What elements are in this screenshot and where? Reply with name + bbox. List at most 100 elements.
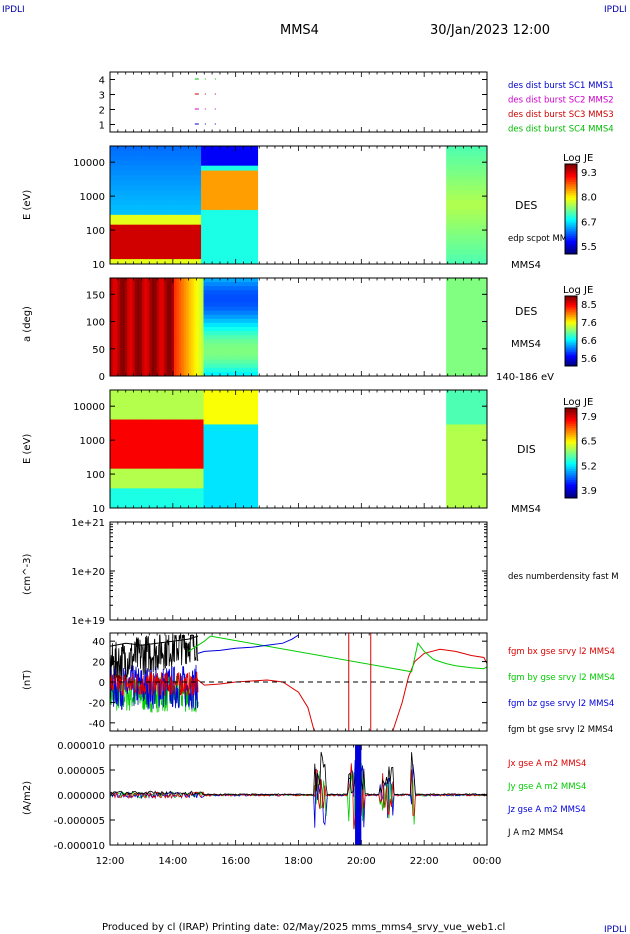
heatmap-cell: [452, 306, 454, 312]
heatmap-cell: [164, 150, 168, 157]
heatmap-cell: [467, 185, 469, 191]
heatmap-cell: [465, 229, 467, 235]
heatmap-cell: [134, 314, 138, 320]
heatmap-cell: [458, 190, 460, 196]
heatmap-cell: [464, 244, 466, 250]
heatmap-cell: [463, 195, 465, 201]
heatmap-cell: [213, 249, 217, 255]
heatmap-cell: [240, 298, 244, 303]
heatmap-cell: [110, 185, 113, 191]
colorbar-cell: [565, 240, 577, 244]
heatmap-cell: [127, 170, 131, 176]
colorbar-cell: [565, 247, 577, 250]
heatmap-cell: [467, 180, 470, 186]
heatmap-cell: [482, 185, 484, 191]
heatmap-cell: [173, 278, 177, 283]
heatmap-cell: [213, 219, 217, 226]
heatmap-cell: [156, 306, 160, 312]
heatmap-cell: [462, 239, 464, 245]
heatmap-cell: [451, 351, 453, 356]
heatmap-cell: [467, 244, 470, 250]
heatmap-cell: [137, 367, 140, 373]
heatmap-cell: [449, 146, 451, 152]
heatmap-cell: [169, 146, 172, 152]
heatmap-cell: [196, 160, 199, 167]
heatmap-cell: [478, 150, 480, 157]
heatmap-cell: [454, 367, 456, 373]
heatmap-cell: [215, 282, 219, 287]
heatmap-cell: [183, 165, 187, 171]
heatmap-cell: [484, 170, 487, 176]
heatmap-cell: [146, 298, 150, 303]
heatmap-cell: [215, 185, 219, 191]
heatmap-cell: [124, 146, 128, 152]
heatmap-cell: [237, 282, 241, 287]
heatmap-cell: [452, 322, 454, 328]
heatmap-cell: [176, 367, 180, 373]
heatmap-cell: [461, 214, 463, 221]
heatmap-cell: [480, 249, 482, 255]
heatmap-cell: [166, 200, 170, 206]
heatmap-cell: [237, 254, 241, 260]
heatmap-cell: [110, 347, 113, 352]
heatmap-cell: [469, 214, 472, 221]
heatmap-cell: [465, 185, 467, 191]
heatmap-cell: [181, 290, 185, 295]
heatmap-cell: [237, 322, 241, 328]
heatmap-cell: [205, 306, 209, 312]
heatmap-cell: [466, 190, 468, 196]
heatmap-cell: [196, 190, 199, 196]
heatmap-cell: [186, 254, 190, 260]
heatmap-cell: [203, 331, 207, 336]
heatmap-cell: [171, 160, 175, 167]
heatmap-cell: [455, 165, 457, 171]
heatmap-cell: [446, 294, 448, 299]
heatmap-cell: [450, 209, 452, 216]
heatmap-cell: [467, 234, 469, 240]
heatmap-cell: [230, 229, 234, 235]
heatmap-cell: [455, 234, 457, 240]
heatmap-cell: [240, 286, 244, 291]
heatmap-cell: [161, 322, 165, 328]
heatmap-cell: [478, 190, 480, 196]
heatmap-cell: [169, 355, 172, 361]
heatmap-cell: [450, 351, 452, 356]
heatmap-cell: [230, 278, 234, 283]
heatmap-cell: [149, 306, 153, 312]
heatmap-cell: [255, 339, 259, 344]
heatmap-cell: [127, 355, 131, 361]
heatmap-cell: [228, 290, 231, 295]
heatmap-cell: [446, 244, 448, 250]
heatmap-cell: [178, 150, 182, 157]
heatmap-cell: [476, 146, 478, 152]
heatmap-cell: [459, 229, 461, 235]
heatmap-cell: [154, 234, 158, 240]
heatmap-cell: [476, 205, 478, 211]
heatmap-cell: [448, 170, 450, 176]
heatmap-cell: [144, 351, 148, 356]
heatmap-cell: [449, 371, 451, 377]
heatmap-cell: [247, 190, 251, 196]
heatmap-cell: [452, 229, 454, 235]
heatmap-cell: [464, 200, 466, 206]
heatmap-cell: [210, 214, 214, 221]
heatmap-cell: [186, 219, 190, 226]
heatmap-cell: [233, 306, 236, 312]
heatmap-cell: [134, 298, 138, 303]
heatmap-cell: [230, 290, 234, 295]
heatmap-cell: [461, 190, 463, 196]
heatmap-cell: [446, 302, 448, 307]
heatmap-cell: [475, 224, 477, 230]
heatmap-cell: [137, 355, 140, 361]
heatmap-cell: [139, 219, 143, 226]
heatmap-cell: [446, 355, 448, 361]
heatmap-cell: [457, 234, 459, 240]
heatmap-cell: [169, 302, 172, 307]
heatmap-cell: [164, 229, 168, 235]
heatmap-cell: [228, 335, 231, 340]
heatmap-cell: [478, 170, 480, 176]
heatmap-cell: [223, 367, 227, 373]
burst-mark: [214, 123, 216, 125]
heatmap-cell: [166, 259, 170, 265]
heatmap-cell: [467, 209, 470, 216]
